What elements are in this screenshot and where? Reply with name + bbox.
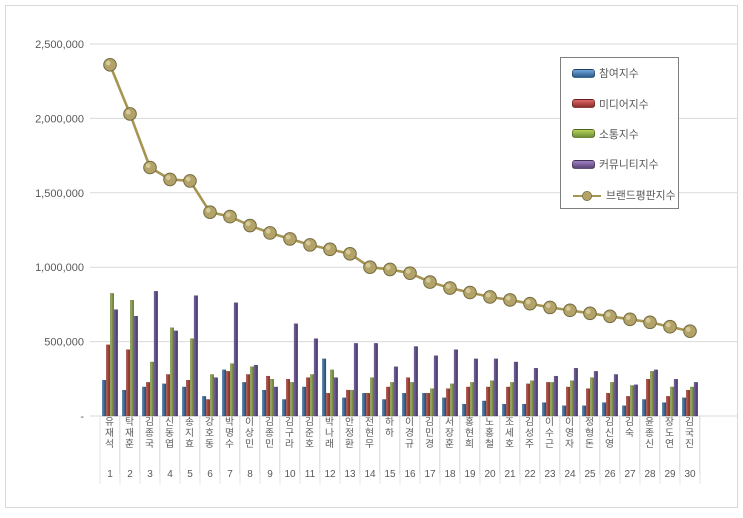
svg-text:1,000,000: 1,000,000	[35, 262, 84, 274]
svg-text:-: -	[80, 411, 84, 423]
svg-text:1,500,000: 1,500,000	[35, 188, 84, 200]
svg-text:2,500,000: 2,500,000	[35, 39, 84, 51]
svg-text:2,000,000: 2,000,000	[35, 113, 84, 125]
svg-text:500,000: 500,000	[44, 337, 84, 349]
